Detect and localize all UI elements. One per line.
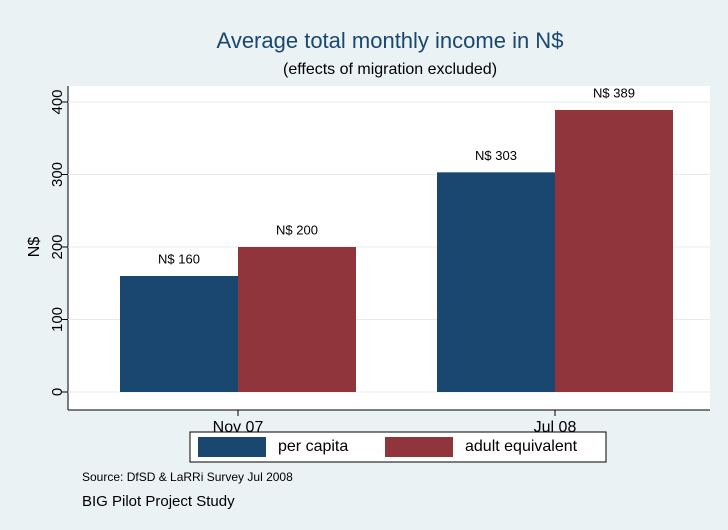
value-label: N$ 160 bbox=[158, 251, 200, 266]
value-label: N$ 200 bbox=[276, 222, 318, 237]
bar bbox=[120, 276, 238, 392]
x-tick-label: Nov 07 bbox=[213, 419, 264, 436]
bar bbox=[437, 172, 555, 392]
bar bbox=[555, 109, 673, 392]
legend-label: adult equivalent bbox=[465, 438, 578, 455]
y-axis-label: N$ bbox=[26, 237, 43, 258]
y-tick-label: 400 bbox=[49, 89, 66, 114]
source-note: Source: DfSD & LaRRi Survey Jul 2008 bbox=[82, 470, 293, 484]
y-tick-label: 200 bbox=[49, 234, 66, 259]
legend-swatch bbox=[385, 437, 453, 457]
chart-title: Average total monthly income in N$ bbox=[217, 28, 564, 53]
legend-swatch bbox=[198, 437, 266, 457]
chart-subtitle: (effects of migration excluded) bbox=[283, 61, 497, 78]
x-tick-label: Jul 08 bbox=[534, 419, 577, 436]
value-label: N$ 303 bbox=[475, 148, 517, 163]
y-tick-label: 300 bbox=[49, 162, 66, 187]
value-label: N$ 389 bbox=[593, 85, 635, 100]
bar bbox=[238, 247, 356, 392]
footer-note: BIG Pilot Project Study bbox=[82, 493, 235, 510]
y-tick-label: 0 bbox=[49, 388, 66, 396]
y-tick-label: 100 bbox=[49, 307, 66, 332]
legend-label: per capita bbox=[278, 438, 348, 455]
